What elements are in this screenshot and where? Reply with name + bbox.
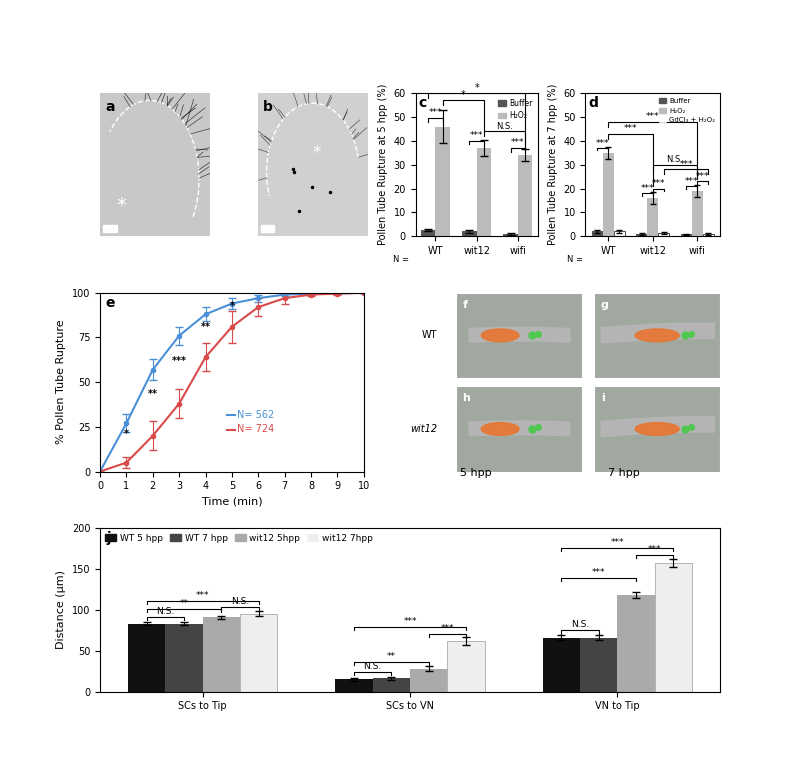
Text: N= 562: N= 562 — [237, 410, 274, 420]
Ellipse shape — [482, 329, 519, 342]
Text: N.S.: N.S. — [570, 621, 589, 629]
Text: N.S.: N.S. — [231, 597, 250, 606]
Bar — [503, 234, 518, 236]
Text: 7 hpp: 7 hpp — [608, 468, 640, 478]
Bar — [166, 624, 202, 692]
Y-axis label: Pollen Tube Rupture at 5 hpp (%): Pollen Tube Rupture at 5 hpp (%) — [378, 84, 388, 246]
Text: h: h — [462, 393, 470, 403]
Text: c: c — [418, 96, 426, 110]
Text: N =: N = — [566, 255, 582, 264]
Text: ***: *** — [592, 568, 606, 577]
Text: *: * — [230, 301, 234, 312]
Text: N =: N = — [394, 255, 410, 264]
Text: ***: *** — [196, 591, 210, 600]
Bar — [658, 232, 670, 236]
Bar — [654, 563, 692, 692]
Bar — [542, 638, 580, 692]
Bar — [618, 595, 654, 692]
Text: N.S.: N.S. — [496, 122, 513, 131]
Bar — [681, 235, 692, 236]
Ellipse shape — [635, 423, 679, 435]
Ellipse shape — [635, 329, 679, 342]
Y-axis label: % Pollen Tube Rupture: % Pollen Tube Rupture — [56, 320, 66, 444]
Bar — [410, 669, 447, 692]
Bar — [647, 198, 658, 236]
Bar — [462, 232, 477, 236]
Bar — [421, 230, 435, 236]
Bar — [373, 678, 410, 692]
Bar — [447, 641, 485, 692]
Text: ***: *** — [610, 538, 624, 547]
Text: ***: *** — [679, 160, 693, 169]
Bar — [518, 155, 532, 236]
Text: j: j — [106, 531, 111, 545]
Bar — [591, 232, 602, 236]
Text: **: ** — [201, 322, 210, 332]
Text: N= 724: N= 724 — [237, 424, 274, 434]
Text: **: ** — [180, 599, 189, 608]
Text: ***: *** — [624, 124, 638, 133]
Bar — [614, 232, 625, 236]
X-axis label: Time (min): Time (min) — [202, 497, 262, 507]
Text: d: d — [588, 96, 598, 110]
Bar — [202, 617, 240, 692]
Text: **: ** — [148, 388, 158, 399]
Text: e: e — [106, 296, 114, 310]
Bar — [240, 614, 278, 692]
Bar — [103, 225, 117, 232]
Y-axis label: Distance (μm): Distance (μm) — [56, 570, 66, 650]
Text: ***: *** — [441, 624, 454, 632]
Text: ***: *** — [685, 176, 698, 186]
Text: b: b — [263, 100, 273, 114]
Text: ***: *** — [403, 617, 417, 626]
Text: N.S.: N.S. — [363, 662, 382, 671]
Text: ***: *** — [470, 131, 483, 140]
Bar — [335, 679, 373, 692]
Y-axis label: Pollen Tube Rupture at 7 hpp (%): Pollen Tube Rupture at 7 hpp (%) — [548, 84, 558, 246]
Text: ***: *** — [646, 112, 659, 121]
Text: 5 hpp: 5 hpp — [460, 468, 492, 478]
Text: f: f — [462, 300, 467, 309]
Text: ***: *** — [696, 172, 710, 181]
Bar — [702, 234, 714, 236]
Text: ***: *** — [596, 138, 610, 148]
Text: ***: *** — [511, 138, 525, 147]
Text: *: * — [313, 144, 321, 162]
Bar — [692, 191, 702, 236]
Text: *: * — [461, 89, 466, 99]
Bar — [261, 225, 274, 232]
Bar — [602, 153, 614, 236]
Legend: WT 5 hpp, WT 7 hpp, wit12 5hpp, wit12 7hpp: WT 5 hpp, WT 7 hpp, wit12 5hpp, wit12 7h… — [105, 533, 374, 543]
Text: g: g — [601, 300, 609, 309]
Text: N.S.: N.S. — [156, 608, 174, 616]
Text: ***: *** — [648, 545, 662, 554]
Bar — [477, 148, 491, 236]
Text: *: * — [124, 429, 129, 439]
Ellipse shape — [482, 423, 519, 435]
Bar — [636, 234, 647, 236]
Legend: Buffer, H₂O₂: Buffer, H₂O₂ — [497, 97, 534, 122]
Text: wit12: wit12 — [410, 424, 438, 434]
Text: ***: *** — [172, 356, 186, 366]
Text: N.S.: N.S. — [666, 155, 683, 164]
Bar — [128, 624, 166, 692]
Text: **: ** — [387, 653, 396, 661]
Bar — [435, 127, 450, 236]
Text: i: i — [601, 393, 604, 403]
Text: ***: *** — [641, 184, 654, 193]
Text: *: * — [117, 196, 126, 214]
Text: a: a — [106, 100, 115, 114]
Text: ***: *** — [429, 108, 442, 117]
Text: *: * — [474, 82, 479, 92]
Text: WT: WT — [422, 330, 438, 340]
Bar — [580, 638, 618, 692]
Legend: Buffer, H₂O₂, GdCl₃ + H₂O₂: Buffer, H₂O₂, GdCl₃ + H₂O₂ — [658, 96, 717, 124]
Text: ***: *** — [651, 179, 665, 188]
